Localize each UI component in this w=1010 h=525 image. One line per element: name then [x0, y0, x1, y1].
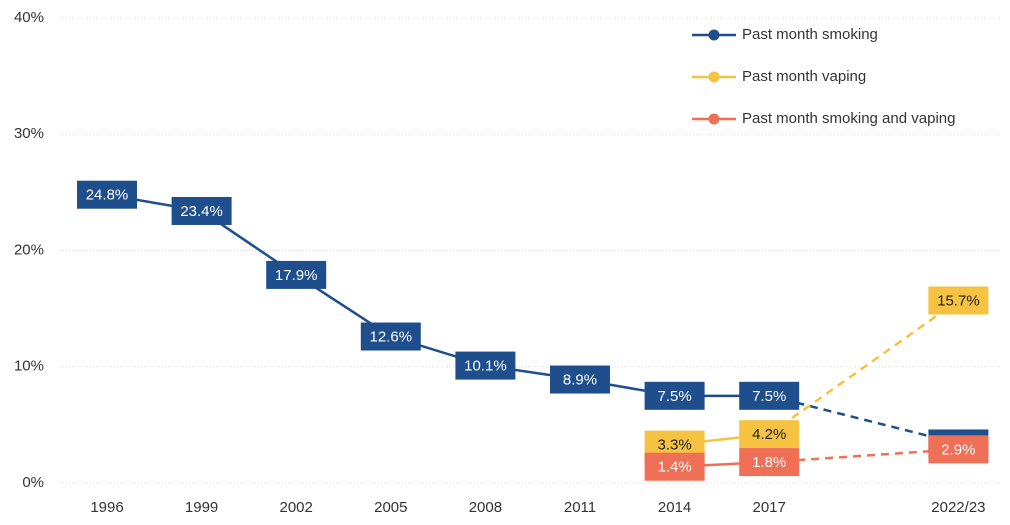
- legend-label: Past month smoking: [742, 26, 878, 43]
- data-label: 15.7%: [928, 286, 989, 315]
- data-label: 7.5%: [739, 381, 800, 410]
- data-label: 4.2%: [739, 420, 800, 449]
- data-label: 1.4%: [644, 452, 705, 481]
- legend-dot: [708, 71, 720, 83]
- data-label: 7.5%: [644, 381, 705, 410]
- data-label-box: [455, 351, 516, 380]
- series-line: [768, 394, 959, 445]
- data-label-box: [644, 452, 705, 481]
- legend-label: Past month smoking and vaping: [742, 110, 955, 127]
- y-tick-label: 20%: [14, 241, 44, 258]
- data-label-box: [171, 196, 232, 225]
- data-label: 17.9%: [266, 260, 327, 289]
- data-label: 23.4%: [171, 196, 232, 225]
- data-label-text: 24.8%: [86, 187, 129, 204]
- data-label-box: [644, 381, 705, 410]
- data-label: 1.8%: [739, 448, 800, 477]
- y-tick-label: 40%: [14, 9, 44, 26]
- x-tick-label: 1996: [90, 499, 123, 516]
- data-label-box: [928, 286, 989, 315]
- data-label-text: 17.9%: [275, 267, 318, 284]
- data-label: 8.9%: [550, 365, 610, 394]
- legend-dot: [708, 113, 720, 125]
- y-tick-label: 10%: [14, 358, 44, 375]
- data-label-text: 1.4%: [657, 459, 691, 476]
- data-label-text: 8.9%: [563, 372, 597, 389]
- data-label-box: [739, 381, 800, 410]
- data-label-text: 7.5%: [657, 388, 691, 405]
- series-line: [769, 448, 959, 464]
- data-label: 2.9%: [928, 435, 989, 464]
- y-tick-label: 30%: [14, 125, 44, 142]
- y-tick-label: 0%: [22, 474, 44, 491]
- x-tick-label: 2022/23: [931, 499, 985, 516]
- data-label-box: [360, 322, 421, 351]
- data-label-text: 15.7%: [937, 292, 980, 309]
- legend-dot: [708, 29, 720, 41]
- data-label-text: 2.9%: [941, 441, 975, 458]
- data-label-box: [77, 180, 137, 209]
- x-tick-label: 2002: [280, 499, 313, 516]
- data-label-text: 23.4%: [180, 203, 223, 220]
- x-tick-label: 2014: [658, 499, 691, 516]
- x-tick-label: 2011: [564, 499, 596, 516]
- x-tick-label: 2008: [469, 499, 502, 516]
- data-label-text: 1.8%: [752, 454, 786, 471]
- data-label: 12.6%: [360, 322, 421, 351]
- data-label-text: 7.5%: [752, 388, 786, 405]
- x-tick-label: 2017: [753, 499, 786, 516]
- data-label-text: 3.3%: [657, 437, 691, 454]
- data-label-text: 10.1%: [464, 358, 507, 375]
- x-tick-label: 1999: [185, 499, 218, 516]
- legend-label: Past month vaping: [742, 68, 866, 85]
- data-label: 10.1%: [455, 351, 516, 380]
- data-label-text: 4.2%: [752, 426, 786, 443]
- x-tick-label: 2005: [374, 499, 407, 516]
- data-label-box: [739, 448, 800, 477]
- data-label-text: 12.6%: [370, 328, 413, 345]
- data-label-box: [739, 420, 800, 449]
- data-label: 24.8%: [77, 180, 137, 209]
- data-label-box: [928, 435, 989, 464]
- series-line: [768, 299, 960, 436]
- data-label-box: [550, 365, 610, 394]
- data-label-box: [266, 260, 327, 289]
